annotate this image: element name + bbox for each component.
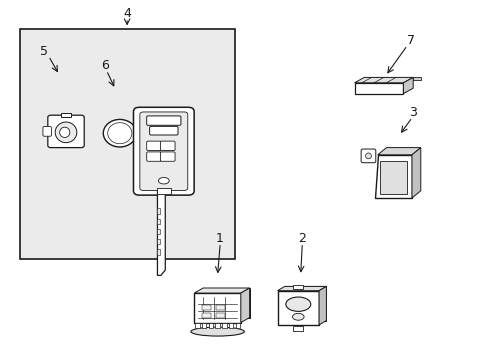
Bar (20, 29, 234, 259)
Bar (203, 288, 249, 318)
Ellipse shape (55, 122, 77, 143)
Bar (194, 293, 241, 323)
FancyBboxPatch shape (160, 141, 175, 150)
Bar (380, 161, 406, 194)
Bar (202, 313, 211, 318)
FancyBboxPatch shape (146, 116, 181, 125)
Ellipse shape (365, 153, 371, 159)
FancyBboxPatch shape (140, 112, 187, 190)
Bar (284, 287, 326, 321)
Text: 5: 5 (40, 45, 48, 58)
Polygon shape (377, 148, 420, 155)
FancyBboxPatch shape (149, 126, 178, 135)
FancyBboxPatch shape (48, 115, 84, 148)
Bar (157, 229, 160, 234)
Bar (222, 323, 226, 328)
FancyBboxPatch shape (133, 107, 194, 195)
Bar (157, 249, 160, 255)
Bar (216, 305, 224, 310)
Bar (228, 323, 233, 328)
Polygon shape (277, 287, 326, 291)
Ellipse shape (292, 313, 304, 320)
Polygon shape (240, 288, 249, 323)
Polygon shape (194, 288, 249, 293)
Polygon shape (375, 155, 411, 198)
Ellipse shape (285, 297, 310, 311)
Ellipse shape (158, 177, 169, 184)
Bar (157, 219, 160, 224)
Polygon shape (412, 77, 420, 80)
Bar (293, 326, 303, 330)
FancyBboxPatch shape (146, 141, 161, 150)
Bar (216, 313, 224, 318)
FancyBboxPatch shape (43, 127, 51, 136)
Polygon shape (318, 287, 326, 325)
Bar (157, 239, 160, 244)
Bar (277, 291, 319, 325)
Text: 1: 1 (216, 232, 224, 245)
Bar (157, 188, 170, 194)
Ellipse shape (60, 127, 70, 138)
Text: 7: 7 (406, 34, 414, 47)
Bar (354, 83, 403, 94)
Text: 3: 3 (408, 106, 416, 119)
Bar (293, 284, 303, 289)
Bar (61, 113, 71, 117)
Bar (208, 323, 213, 328)
Ellipse shape (190, 327, 244, 336)
Ellipse shape (107, 123, 132, 144)
Bar (215, 323, 220, 328)
Bar (235, 323, 240, 328)
Text: 2: 2 (298, 232, 305, 245)
Polygon shape (354, 77, 412, 83)
Bar (202, 323, 206, 328)
Bar (195, 323, 199, 328)
Polygon shape (403, 77, 412, 94)
Polygon shape (157, 191, 165, 275)
Bar (202, 305, 211, 310)
Ellipse shape (103, 120, 136, 147)
FancyBboxPatch shape (360, 149, 375, 163)
Text: 6: 6 (101, 59, 109, 72)
FancyBboxPatch shape (160, 152, 175, 161)
Polygon shape (411, 148, 420, 198)
FancyBboxPatch shape (146, 152, 161, 161)
Text: 4: 4 (123, 7, 131, 20)
Bar (157, 208, 160, 214)
